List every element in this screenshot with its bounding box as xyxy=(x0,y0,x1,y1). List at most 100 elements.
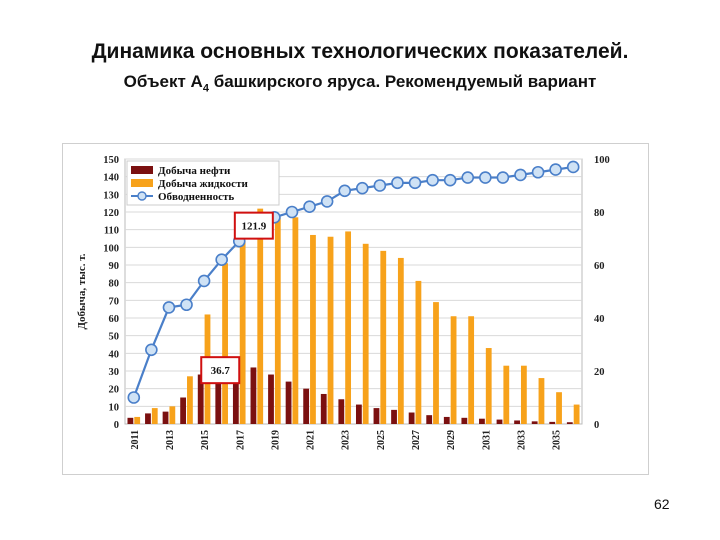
bar-liquid-2025 xyxy=(380,250,387,424)
point-watercut-2011 xyxy=(127,391,141,404)
x-tick-label: 2033 xyxy=(516,430,527,450)
bar-liquid-2032 xyxy=(503,365,510,424)
point-watercut-2026 xyxy=(391,176,404,190)
bar-oil-2035 xyxy=(549,421,556,424)
point-watercut-2013 xyxy=(162,301,176,314)
y2-tick-label: 0 xyxy=(594,420,599,431)
bar-oil-2016 xyxy=(215,360,222,424)
bar-liquid-2013 xyxy=(169,406,176,424)
legend-label: Добыча нефти xyxy=(158,165,231,177)
legend-swatch xyxy=(131,179,153,187)
bar-oil-2026 xyxy=(391,409,397,424)
bar-oil-2027 xyxy=(408,412,415,424)
point-watercut-2022 xyxy=(320,195,334,208)
annotation-label: 121.9 xyxy=(241,221,266,233)
x-tick-label: 2029 xyxy=(446,430,457,450)
y2-tick-label: 20 xyxy=(594,367,605,378)
y-tick-label: 100 xyxy=(103,243,119,254)
bar-oil-2028 xyxy=(426,415,433,424)
bar-liquid-2021 xyxy=(310,234,316,424)
bar-oil-2029 xyxy=(443,416,450,424)
series-oil-bars xyxy=(127,359,573,424)
subtitle-main: Объект А xyxy=(123,72,203,91)
point-watercut-2021 xyxy=(303,200,316,214)
y-axis-label: Добыча, тыс. т. xyxy=(76,253,88,329)
bar-liquid-2034 xyxy=(538,378,545,424)
y-tick-label: 80 xyxy=(109,279,120,290)
point-watercut-2012 xyxy=(145,343,158,357)
point-watercut-2023 xyxy=(338,184,352,198)
point-watercut-2032 xyxy=(496,171,510,184)
point-watercut-2016 xyxy=(215,253,228,266)
bar-liquid-2012 xyxy=(151,408,158,424)
annotation-box xyxy=(233,211,274,240)
point-watercut-2015 xyxy=(197,274,211,288)
x-tick-label: 2023 xyxy=(341,430,352,450)
x-tick-label: 2011 xyxy=(130,430,141,449)
y2-tick-label: 100 xyxy=(594,155,610,166)
bar-oil-2024 xyxy=(355,404,362,424)
point-watercut-2025 xyxy=(373,179,387,192)
bar-liquid-2028 xyxy=(433,302,439,424)
x-tick-label: 2017 xyxy=(235,430,246,450)
bar-oil-2017 xyxy=(232,359,239,424)
bar-oil-2019 xyxy=(268,374,274,424)
x-tick-label: 2027 xyxy=(411,430,422,450)
point-watercut-2020 xyxy=(285,205,299,219)
y-tick-label: 60 xyxy=(109,314,120,325)
point-watercut-2033 xyxy=(514,168,527,182)
legend-label: Добыча жидкости xyxy=(158,178,248,190)
slide-title: Динамика основных технологических показа… xyxy=(91,40,629,63)
legend-marker xyxy=(137,191,147,201)
x-tick-label: 2019 xyxy=(270,430,281,450)
bar-liquid-2035 xyxy=(556,392,562,424)
x-tick-label: 2025 xyxy=(376,430,387,450)
bar-liquid-2016 xyxy=(222,263,228,424)
bar-liquid-2014 xyxy=(187,376,193,424)
x-tick-label: 2031 xyxy=(481,430,492,450)
bar-oil-2021 xyxy=(303,388,310,424)
y-tick-label: 140 xyxy=(103,173,119,184)
y2-tick-label: 80 xyxy=(594,208,605,219)
bar-liquid-2033 xyxy=(520,365,527,424)
bar-oil-2033 xyxy=(514,420,520,424)
point-watercut-2031 xyxy=(479,171,492,184)
y-tick-label: 30 xyxy=(109,367,120,378)
point-watercut-2029 xyxy=(443,173,457,187)
y-tick-label: 150 xyxy=(103,155,119,166)
y-tick-label: 20 xyxy=(109,385,120,396)
bar-oil-2015 xyxy=(197,374,204,424)
bar-liquid-2019 xyxy=(274,217,281,424)
y-tick-label: 50 xyxy=(109,332,120,343)
annotation-box xyxy=(200,356,241,385)
bar-oil-2020 xyxy=(285,381,292,424)
bar-oil-2031 xyxy=(479,418,485,424)
bar-oil-2022 xyxy=(320,393,327,424)
y-tick-label: 0 xyxy=(114,420,119,431)
point-watercut-2035 xyxy=(549,163,562,176)
bar-liquid-2026 xyxy=(397,257,404,424)
point-watercut-2030 xyxy=(461,171,475,184)
bar-oil-2030 xyxy=(461,417,468,424)
point-watercut-2014 xyxy=(180,298,193,312)
y-tick-label: 120 xyxy=(103,208,119,219)
bar-oil-2012 xyxy=(145,413,151,424)
bar-liquid-2027 xyxy=(415,280,422,424)
chart-frame: 0 10 20 30 40 50 60 70 80 90 100 110 120 130 140 150 0 20… xyxy=(62,143,649,475)
series-liquid-bars xyxy=(134,208,580,424)
y2-tick-label: 60 xyxy=(594,261,605,272)
bar-liquid-2011 xyxy=(134,416,141,424)
legend-swatch xyxy=(131,166,153,174)
bar-liquid-2018 xyxy=(257,208,264,424)
bar-oil-2014 xyxy=(180,397,187,424)
y-tick-label: 70 xyxy=(109,296,120,307)
x-tick-label: 2015 xyxy=(200,430,211,450)
annotation-label: 36.7 xyxy=(211,365,231,377)
y-tick-label: 10 xyxy=(109,402,120,413)
x-tick-label: 2021 xyxy=(306,430,317,450)
point-watercut-2028 xyxy=(426,173,439,187)
bar-oil-2034 xyxy=(531,421,538,424)
bar-oil-2011 xyxy=(127,417,134,424)
x-tick-label: 2013 xyxy=(165,430,176,450)
